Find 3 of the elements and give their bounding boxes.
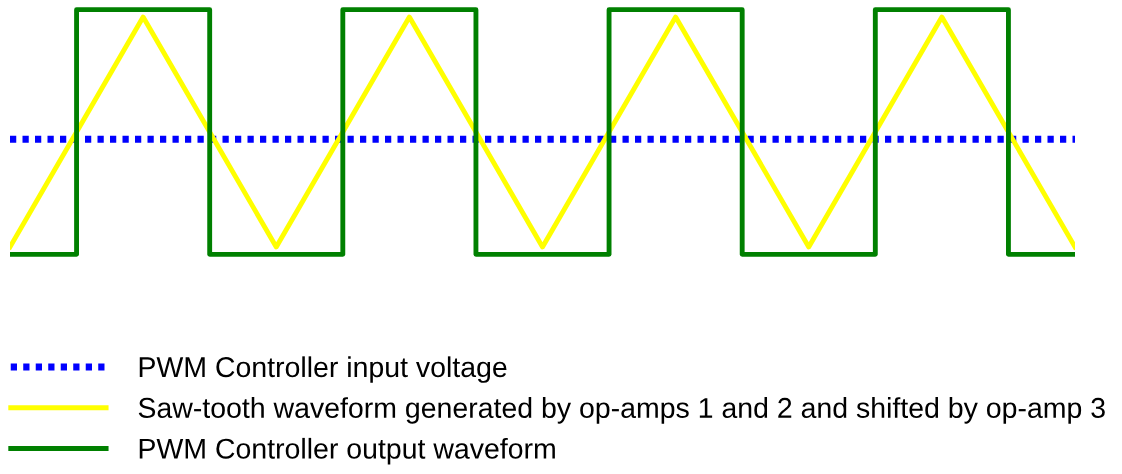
legend-label: PWM Controller input voltage	[139, 356, 507, 383]
legend-label: PWM Controller output waveform	[139, 437, 555, 465]
legend-label: Saw-tooth waveform generated by op-amps 1 and 2 and shifted by op-amp 3	[138, 397, 1105, 424]
